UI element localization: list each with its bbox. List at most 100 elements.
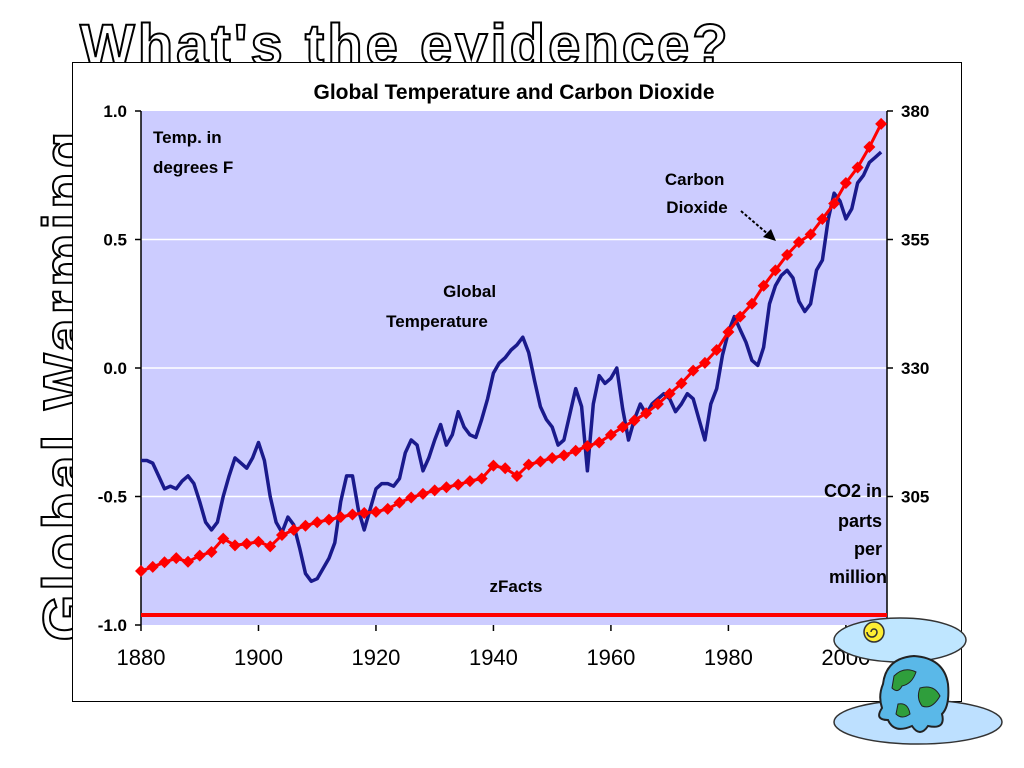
co2-point: [228, 539, 241, 552]
continent-2: [917, 686, 941, 708]
halo: [833, 617, 967, 663]
co2-point: [416, 487, 429, 500]
co2-point: [358, 506, 371, 519]
co2-point: [757, 279, 770, 292]
co2-point: [475, 472, 488, 485]
right-tick-label: 305: [901, 488, 929, 507]
co2-point: [205, 546, 218, 559]
x-tick-label: 1880: [117, 645, 166, 670]
left-tick-label: 1.0: [103, 102, 127, 121]
co2-point: [651, 397, 664, 410]
co2-point: [569, 444, 582, 457]
continent-3: [895, 703, 911, 718]
co2-point: [369, 505, 382, 518]
co2-point: [875, 117, 888, 130]
co2-point: [816, 212, 829, 225]
grid: [141, 238, 887, 498]
co2-point: [640, 407, 653, 420]
annotation-co2-line-1: Carbon: [665, 170, 725, 189]
co2-point: [557, 449, 570, 462]
co2-point: [710, 344, 723, 357]
co2-point: [393, 496, 406, 509]
co2-point: [722, 326, 735, 339]
co2-point: [863, 140, 876, 153]
co2-point: [346, 508, 359, 521]
x-tick-label: 1920: [351, 645, 400, 670]
co2-point: [839, 176, 852, 189]
left-tick-label: 0.5: [103, 231, 127, 250]
temperature-line: [141, 150, 883, 584]
co2-point: [546, 451, 559, 464]
co2-point: [334, 511, 347, 524]
co2-point: [534, 455, 547, 468]
co2-point: [217, 532, 230, 545]
co2-point: [698, 356, 711, 369]
co2-point: [322, 513, 335, 526]
co2-point: [616, 421, 629, 434]
co2-point: [487, 459, 500, 472]
co2-point: [135, 565, 147, 578]
co2-point: [287, 523, 300, 536]
left-axis-label-line-2: degrees F: [153, 158, 233, 177]
chart-svg: 1.00.50.0-0.5-1.038035533030528018801900…: [98, 81, 930, 670]
co2-point: [275, 529, 288, 542]
co2-point: [252, 535, 265, 548]
melting-earth-clipart: [833, 617, 1003, 745]
co2-point: [628, 414, 641, 427]
co2-point: [745, 297, 758, 310]
co2-point: [440, 481, 453, 494]
co2-point: [264, 540, 277, 553]
spiral-icon: [863, 621, 885, 643]
continent-1: [891, 669, 917, 692]
co2-point: [193, 549, 206, 562]
annotation-arrowhead: [763, 229, 776, 241]
annotation-co2: Carbon Dioxide: [665, 170, 729, 217]
left-tick-label: -0.5: [98, 488, 127, 507]
co2-point: [240, 537, 253, 550]
co2-point: [593, 436, 606, 449]
co2-point: [428, 484, 441, 497]
co2-point: [792, 236, 805, 249]
annotation-arrow: [740, 210, 770, 236]
co2-point: [158, 556, 171, 569]
annotation-temperature-line-1: Global: [443, 282, 496, 301]
x-tick-label: 1980: [704, 645, 753, 670]
left-axis-label-line-1: Temp. in: [153, 128, 222, 147]
co2-point: [804, 228, 817, 241]
co2-point: [170, 552, 183, 565]
co2-point: [663, 387, 676, 400]
chart-title: Global Temperature and Carbon Dioxide: [313, 81, 714, 104]
annotation-co2-line-2: Dioxide: [666, 198, 727, 217]
co2-point: [311, 516, 324, 529]
x-tick-label: 1900: [234, 645, 283, 670]
co2-point: [405, 491, 418, 504]
right-axis-label-line-4: million: [829, 567, 887, 587]
co2-point: [675, 377, 688, 390]
co2-line: [140, 123, 883, 573]
co2-point: [181, 555, 194, 568]
right-tick-label: 330: [901, 359, 929, 378]
co2-point: [299, 519, 312, 532]
x-tick-label: 1940: [469, 645, 518, 670]
co2-point: [734, 310, 747, 323]
annotation-temperature: Global Temperature: [386, 282, 501, 331]
co2-point: [381, 502, 394, 515]
axes: 1.00.50.0-0.5-1.038035533030528018801900…: [98, 102, 930, 670]
chart-frame: 1.00.50.0-0.5-1.038035533030528018801900…: [72, 62, 962, 702]
series-group: [135, 117, 888, 584]
co2-point: [510, 469, 523, 482]
spiral-line: [866, 628, 878, 638]
source-label: zFacts: [490, 577, 543, 596]
right-axis-label-line-2: parts: [838, 511, 882, 531]
annotation-temperature-line-2: Temperature: [386, 312, 488, 331]
co2-point: [146, 560, 159, 573]
right-axis-label: CO2 in parts per million: [824, 481, 887, 587]
co2-point: [687, 364, 700, 377]
co2-point: [828, 197, 841, 210]
co2-point: [463, 475, 476, 488]
right-axis-label-line-1: CO2 in: [824, 481, 882, 501]
co2-point: [604, 428, 617, 441]
right-tick-label: 355: [901, 231, 929, 250]
left-tick-label: -1.0: [98, 616, 127, 635]
x-tick-label: 1960: [586, 645, 635, 670]
